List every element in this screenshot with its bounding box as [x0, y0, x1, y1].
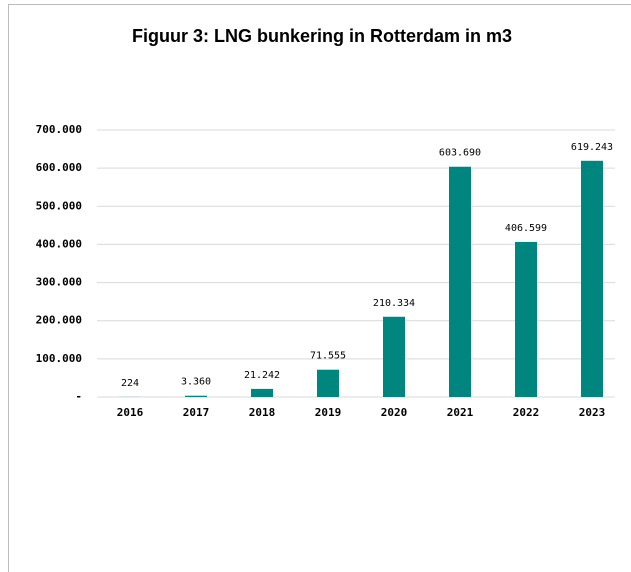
y-tick-label: 500.000	[36, 199, 82, 212]
bar	[515, 241, 537, 397]
data-label: 603.690	[439, 148, 481, 159]
bar	[317, 369, 339, 397]
data-label: 3.360	[181, 377, 211, 388]
data-label: 71.555	[310, 351, 346, 362]
bar	[581, 160, 603, 397]
y-tick-label: 100.000	[36, 352, 82, 365]
data-label: 21.242	[244, 370, 280, 381]
bar	[185, 395, 207, 397]
x-tick-label: 2016	[117, 406, 144, 419]
x-tick-label: 2017	[183, 406, 210, 419]
x-tick-label: 2018	[249, 406, 276, 419]
x-tick-label: 2021	[447, 406, 474, 419]
data-label: 224	[121, 378, 139, 389]
x-tick-label: 2020	[381, 406, 408, 419]
data-label: 406.599	[505, 223, 547, 234]
x-tick-label: 2019	[315, 406, 342, 419]
x-tick-label: 2023	[579, 406, 606, 419]
bar	[383, 316, 405, 397]
y-tick-label: 200.000	[36, 314, 82, 327]
y-tick-label: 700.000	[36, 123, 82, 136]
y-tick-label: 600.000	[36, 161, 82, 174]
y-tick-label: 300.000	[36, 276, 82, 289]
bar	[449, 166, 471, 397]
y-tick-label: -	[75, 390, 82, 403]
bar	[251, 388, 273, 397]
frame	[8, 4, 631, 572]
chart-title: Figuur 3: LNG bunkering in Rotterdam in …	[132, 26, 512, 46]
data-label: 619.243	[571, 142, 613, 153]
y-tick-label: 400.000	[36, 237, 82, 250]
x-tick-label: 2022	[513, 406, 540, 419]
data-label: 210.334	[373, 298, 415, 309]
